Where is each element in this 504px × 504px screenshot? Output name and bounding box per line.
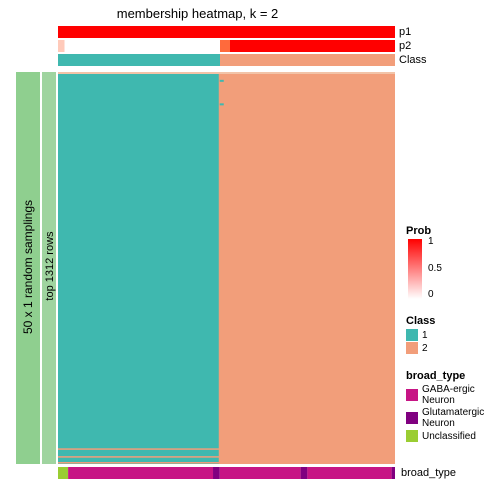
ylabel-outer: 50 x 1 random samplings (21, 177, 35, 357)
legend-prob-title: Prob (406, 225, 502, 237)
prob-tick-0: 0 (428, 289, 434, 300)
legend-broadtype: broad_type GABA-ergic Neuron Glutamaterg… (406, 370, 502, 443)
chart-title: membership heatmap, k = 2 (0, 6, 395, 21)
ylabel-inner: top 1312 rows (44, 201, 56, 331)
legend-bt-label-2: Glutamatergic Neuron (422, 407, 502, 429)
track-p2: p2 (58, 40, 395, 52)
legend-class-label-2: 2 (422, 343, 428, 354)
prob-tick-1: 1 (428, 236, 434, 247)
legend-class: Class 1 2 (406, 315, 502, 355)
legend-broadtype-title: broad_type (406, 370, 502, 382)
legend-bt-label-1: GABA-ergic Neuron (422, 384, 502, 406)
legend-class-title: Class (406, 315, 502, 327)
legend-class-item-2: 2 (406, 342, 502, 354)
track-class: Class (58, 54, 395, 66)
legend-bt-item-2: Glutamatergic Neuron (406, 407, 502, 429)
top-annotation-tracks: p1 p2 Class (58, 26, 395, 68)
track-label-p1: p1 (399, 26, 411, 38)
legend-class-item-1: 1 (406, 329, 502, 341)
legend-bt-label-3: Unclassified (422, 431, 476, 442)
prob-tick-05: 0.5 (428, 263, 442, 274)
heatmap-body (58, 72, 395, 464)
track-label-class: Class (399, 54, 427, 66)
bottom-track (58, 467, 395, 479)
track-p1: p1 (58, 26, 395, 38)
bottom-track-label: broad_type (401, 467, 456, 479)
legend-prob: Prob 1 0.5 0 (406, 225, 502, 299)
legend-class-label-1: 1 (422, 330, 428, 341)
track-label-p2: p2 (399, 40, 411, 52)
legend-bt-item-1: GABA-ergic Neuron (406, 384, 502, 406)
legend-bt-item-3: Unclassified (406, 430, 502, 442)
